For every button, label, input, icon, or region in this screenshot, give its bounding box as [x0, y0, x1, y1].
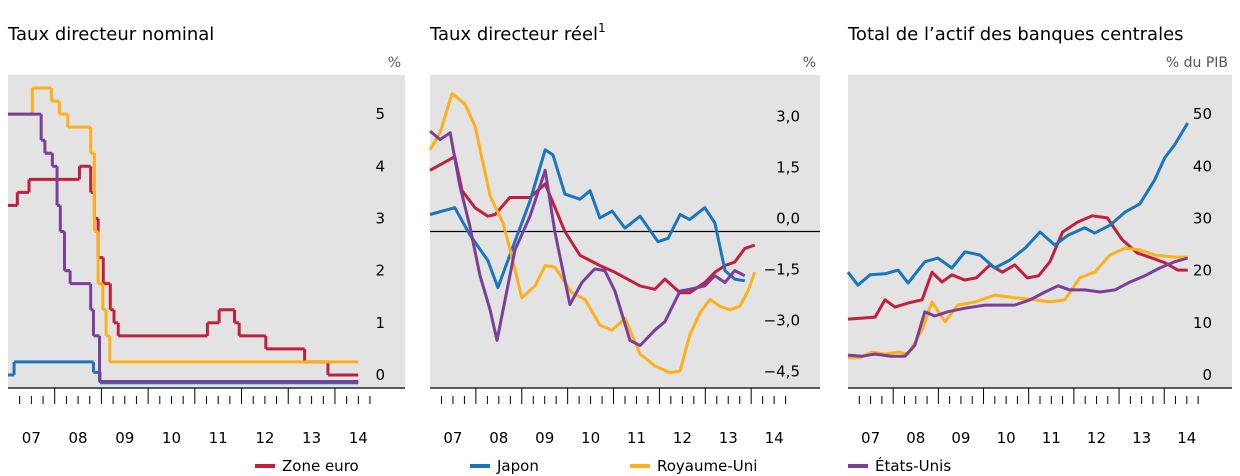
x-tick-label: 07: [443, 429, 462, 447]
series-line: [429, 155, 756, 295]
y-tick-label: −4,5: [764, 363, 800, 381]
y-tick-label: 10: [1193, 314, 1212, 332]
x-tick-label: 08: [69, 429, 88, 447]
series-line: [846, 122, 1189, 287]
y-tick-label: −1,5: [764, 261, 800, 279]
y-tick-label: 0: [375, 366, 385, 384]
unit-label: %: [388, 55, 401, 71]
legend-label: Japon: [496, 457, 539, 475]
x-tick-label: 11: [209, 429, 228, 447]
x-tick-label: 10: [997, 429, 1016, 447]
x-tick-label: 07: [861, 429, 880, 447]
x-tick-label: 10: [162, 429, 181, 447]
x-tick-label: 08: [906, 429, 925, 447]
y-tick-label: 0,0: [776, 210, 800, 228]
y-tick-label: 30: [1193, 210, 1212, 228]
chart-title: Taux directeur réel1: [429, 21, 606, 45]
x-tick-label: 12: [1087, 429, 1106, 447]
x-tick-label: 14: [1177, 429, 1196, 447]
chart-title: Total de l’actif des banques centrales: [847, 24, 1184, 45]
x-tick-label: 07: [22, 429, 41, 447]
x-tick-label: 09: [951, 429, 970, 447]
x-tick-label: 13: [302, 429, 321, 447]
x-tick-label: 09: [115, 429, 134, 447]
y-tick-label: 0: [1202, 366, 1212, 384]
x-tick-label: 13: [1132, 429, 1151, 447]
x-tick-label: 12: [673, 429, 692, 447]
x-tick-label: 08: [489, 429, 508, 447]
y-tick-label: 20: [1193, 262, 1212, 280]
title-note: 1: [598, 21, 606, 35]
series-line: [428, 92, 757, 375]
y-tick-label: 2: [375, 262, 385, 280]
series-line: [429, 148, 746, 290]
x-tick-label: 11: [1042, 429, 1061, 447]
x-tick-label: 10: [581, 429, 600, 447]
y-tick-label: 1: [375, 314, 385, 332]
chart-title: Taux directeur nominal: [7, 24, 214, 45]
x-tick-label: 13: [719, 429, 738, 447]
series-line: [848, 246, 1188, 360]
x-tick-label: 14: [349, 429, 368, 447]
x-tick-label: 14: [765, 429, 784, 447]
y-tick-label: 40: [1193, 157, 1212, 175]
y-tick-label: 1,5: [776, 158, 800, 176]
panel: % du PIB 0 10 20 30 40 50 07 08 09 10 11 12 13 14: [846, 55, 1232, 447]
x-tick-label: 11: [627, 429, 646, 447]
x-tick-label: 09: [535, 429, 554, 447]
series-line: [847, 214, 1188, 321]
legend-label: Zone euro: [282, 457, 359, 475]
panel: % −4,5 −3,0 −1,5 0,0 1,5 3,0 07 08 09 10 11 12 13 14: [428, 55, 820, 447]
series-line: [429, 129, 746, 347]
y-tick-label: 50: [1193, 105, 1212, 123]
y-tick-label: 3,0: [776, 107, 800, 125]
y-tick-label: 3: [375, 210, 385, 228]
unit-label: % du PIB: [1166, 55, 1228, 71]
title-text: Taux directeur réel: [429, 24, 598, 45]
y-tick-label: −3,0: [764, 312, 800, 330]
y-tick-label: 4: [375, 157, 385, 175]
legend-label: Royaume-Uni: [657, 457, 757, 475]
x-tick-label: 12: [255, 429, 274, 447]
legend-label: États-Unis: [875, 456, 951, 475]
series-line: [847, 256, 1189, 358]
unit-label: %: [803, 55, 816, 71]
y-tick-label: 5: [375, 105, 385, 123]
